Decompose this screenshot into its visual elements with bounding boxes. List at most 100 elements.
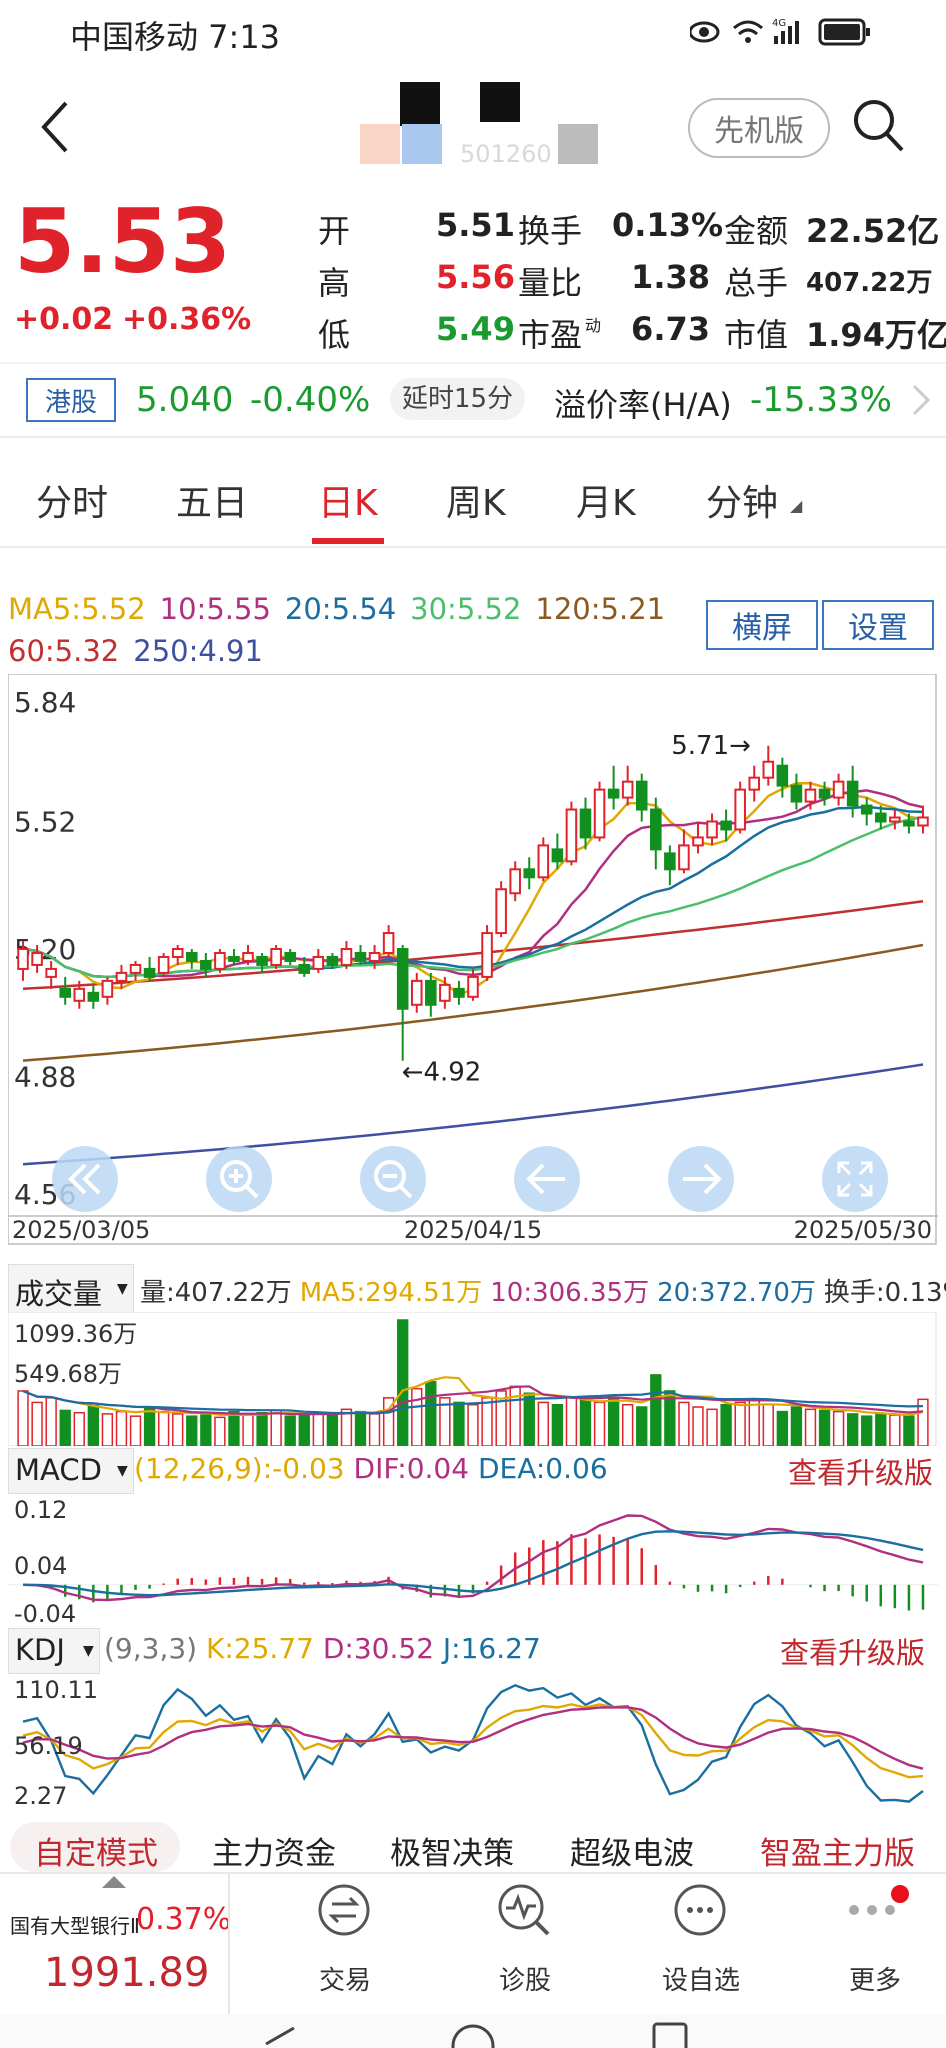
volume-selector[interactable]: 成交量 ▼ (8, 1264, 134, 1314)
volume-bar (45, 1397, 57, 1446)
candle (889, 809, 901, 830)
search-button[interactable] (848, 94, 908, 158)
candle (242, 945, 254, 965)
index-quote-box[interactable]: 国有大型银行Ⅱ 0.37% 1991.89 (0, 1874, 232, 2014)
candle (340, 941, 353, 969)
volume-bar (17, 1390, 29, 1446)
volume-bar (439, 1397, 451, 1446)
volume-bar (354, 1410, 367, 1446)
volume-bar (256, 1412, 268, 1446)
stat-value-3: 1.94万亿 (806, 316, 946, 354)
volume-bar (157, 1410, 170, 1446)
zoom-in-button[interactable] (206, 1146, 272, 1212)
candle (818, 781, 831, 806)
chevron-right-icon[interactable] (910, 382, 934, 418)
double-left-icon (68, 1163, 101, 1195)
macd-upgrade-link[interactable]: 查看升级版 (788, 1456, 934, 1490)
scroll-left-button[interactable] (514, 1146, 580, 1212)
bottom-nav-item-1[interactable]: 诊股 (470, 1880, 580, 2010)
nav-home-icon[interactable] (450, 2020, 496, 2048)
indicator-tab-0[interactable]: 自定模式 (34, 1836, 158, 1872)
rewind-button[interactable] (52, 1146, 118, 1212)
volume-bar (861, 1415, 873, 1446)
volume-bar (312, 1412, 324, 1446)
zoom-out-button[interactable] (360, 1146, 426, 1212)
ma-line-250 (22, 1063, 924, 1166)
dropdown-icon[interactable]: ◢ (790, 496, 803, 515)
fullscreen-button[interactable] (822, 1146, 888, 1212)
y-tick-label: 5.84 (14, 686, 76, 719)
volume-y-tick: 549.68万 (14, 1360, 122, 1388)
indicator-tab-4[interactable]: 智盈主力版 (760, 1836, 915, 1872)
macd-selector[interactable]: MACD ▼ (8, 1448, 134, 1494)
indicator-tab-2[interactable]: 极智决策 (390, 1836, 514, 1872)
candle (621, 765, 634, 806)
candle (31, 945, 43, 973)
bottom-nav-item-3[interactable]: 更多 (820, 1880, 930, 2010)
volume-bar (903, 1415, 915, 1446)
kdj-y-tick: 56.19 (14, 1732, 83, 1760)
tab-3[interactable]: 周K (446, 483, 506, 524)
stat-value: 5.56 (436, 258, 515, 296)
nav-back-icon[interactable] (260, 2024, 300, 2048)
volume-bar (622, 1403, 634, 1446)
bottom-nav-item-2[interactable]: 设自选 (646, 1880, 756, 2010)
volume-bar (453, 1401, 465, 1446)
tab-0[interactable]: 分时 (36, 483, 109, 524)
tab-2[interactable]: 日K (318, 483, 378, 524)
scroll-right-button[interactable] (668, 1146, 734, 1212)
candle (453, 980, 465, 1005)
candle (650, 797, 662, 870)
volume-chart: 1099.36万 549.68万 (8, 1312, 937, 1446)
mode-toggle-button[interactable]: 先机版 (688, 98, 830, 158)
settings-button[interactable]: 设置 (822, 600, 934, 650)
candle (607, 765, 620, 810)
signal-icon (774, 21, 799, 44)
index-pct: 0.37% (136, 1902, 232, 1937)
stat-label: 开 (318, 212, 351, 250)
kdj-y-tick: 2.27 (14, 1782, 67, 1810)
macd-dea-line (22, 1530, 924, 1597)
landscape-button[interactable]: 横屏 (706, 600, 818, 650)
volume-bar (382, 1397, 395, 1446)
indicator-tab-3[interactable]: 超级电波 (570, 1836, 694, 1872)
volume-bar (790, 1406, 803, 1446)
x-tick-label: 2025/03/05 (12, 1216, 150, 1244)
stat-label-2: 市盈 (518, 316, 583, 354)
back-button[interactable] (30, 92, 80, 162)
kdj-selector[interactable]: KDJ ▼ (8, 1628, 100, 1674)
nav-recents-icon[interactable] (650, 2020, 690, 2048)
volume-bar (481, 1397, 493, 1446)
volume-legend-item: MA5:294.51万 (299, 1278, 483, 1308)
stock-title-masked: 501260 (360, 80, 600, 170)
delay-badge: 延时15分 (390, 378, 526, 420)
indicator-tab-1[interactable]: 主力资金 (212, 1836, 336, 1872)
hk-change-pct: -0.40% (250, 380, 371, 420)
macd-dea: DEA:0.06 (477, 1452, 608, 1485)
tab-1[interactable]: 五日 (176, 483, 249, 524)
macd-y-tick: -0.04 (14, 1600, 76, 1628)
candle (410, 972, 423, 1013)
volume-bar (270, 1409, 282, 1446)
volume-bar (326, 1414, 339, 1446)
candle (326, 952, 339, 969)
last-price: 5.53 (14, 190, 232, 293)
volume-bar (607, 1397, 620, 1446)
volume-bar (340, 1408, 353, 1446)
volume-bar (298, 1413, 310, 1446)
tab-5[interactable]: 分钟 (706, 483, 779, 524)
stat-value-2: 0.13% (612, 206, 724, 244)
add-watchlist-icon (674, 1884, 726, 1936)
tab-4[interactable]: 月K (576, 483, 636, 524)
volume-bar (87, 1405, 100, 1446)
volume-bar (650, 1374, 662, 1446)
ma-legend-item: 250:4.91 (133, 634, 263, 668)
stat-label-3: 金额 (724, 212, 789, 250)
volume-bar (186, 1415, 198, 1446)
kdj-y-tick: 110.11 (14, 1676, 98, 1704)
kdj-upgrade-link[interactable]: 查看升级版 (780, 1636, 926, 1670)
bottom-nav-item-0[interactable]: 交易 (290, 1880, 400, 2010)
candle (776, 757, 789, 798)
candle (523, 857, 536, 890)
